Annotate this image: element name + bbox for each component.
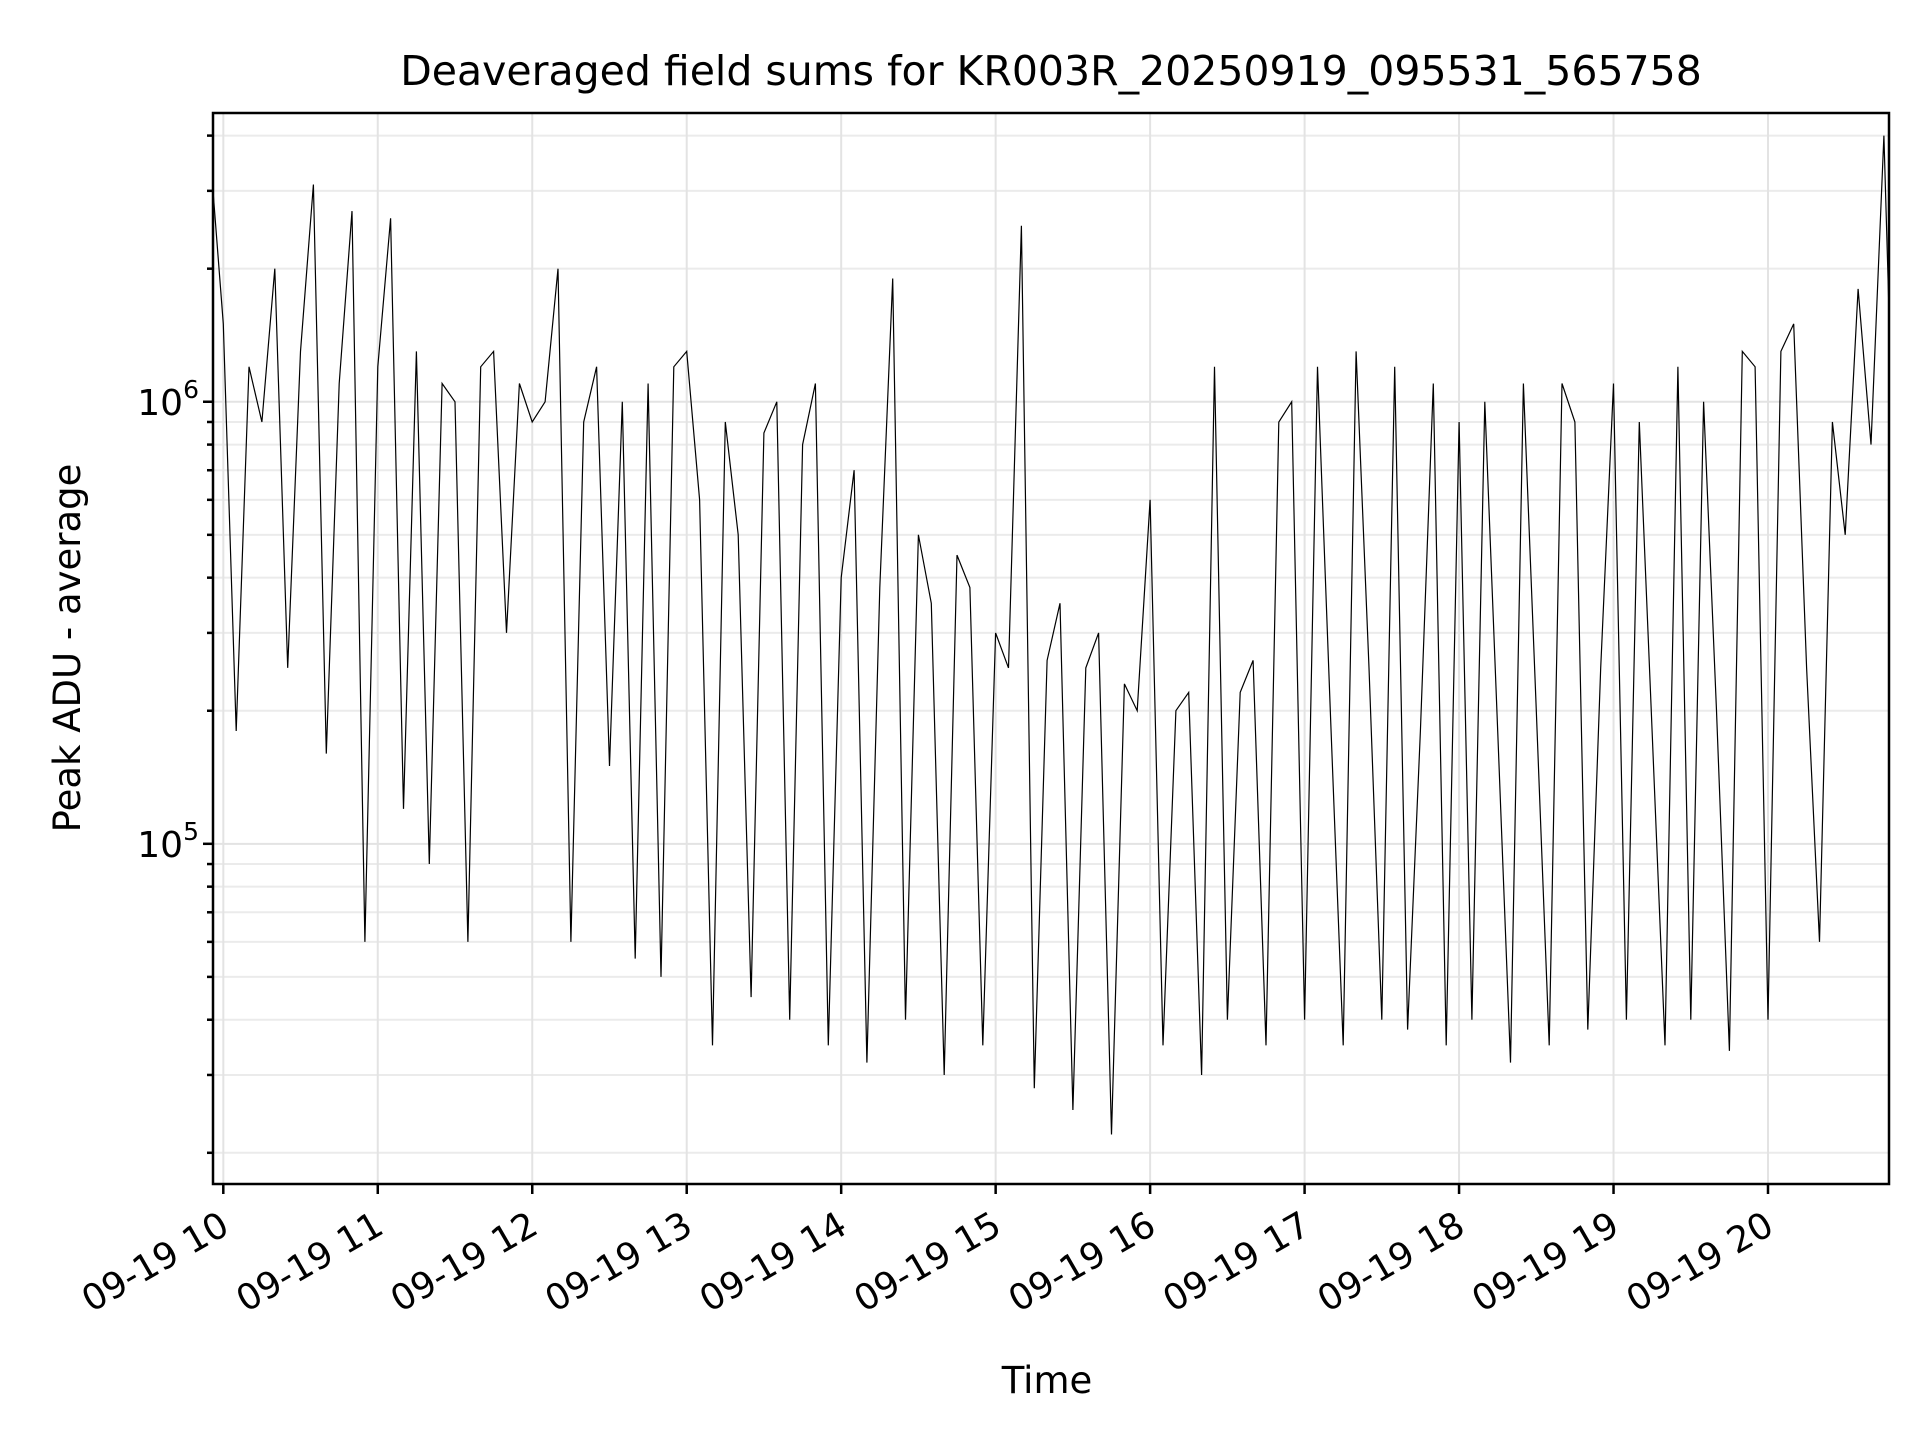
y-tick-label: 105 <box>137 817 199 866</box>
y-axis-label: Peak ADU - average <box>46 464 89 833</box>
plot-frame <box>211 111 1891 1186</box>
y-tick-label: 106 <box>137 375 199 424</box>
series-group <box>212 135 1890 1135</box>
chart-title: Deaveraged field sums for KR003R_2025091… <box>400 47 1702 95</box>
x-axis-label: Time <box>1001 1359 1093 1402</box>
series-line <box>212 135 1890 1135</box>
y-axis: 105 106 <box>137 134 213 1155</box>
grid <box>213 113 1889 1184</box>
